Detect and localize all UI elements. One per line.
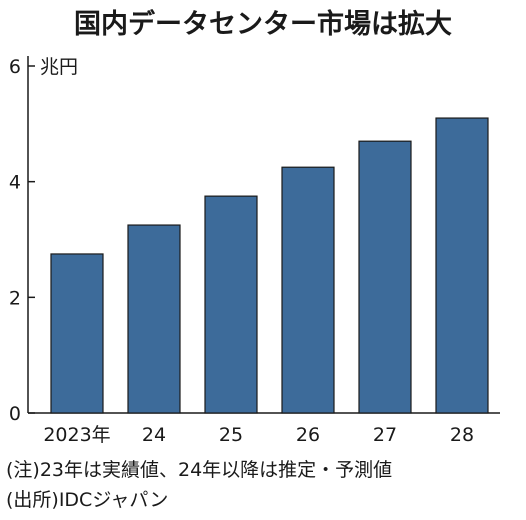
y-tick-label: 6	[9, 56, 21, 78]
x-tick-label: 26	[296, 424, 320, 446]
bar	[127, 224, 181, 414]
x-tick-label: 25	[219, 424, 243, 446]
axes	[27, 56, 500, 414]
bar	[435, 117, 489, 414]
x-tick-label: 28	[450, 424, 474, 446]
x-tick-label: 2023年	[43, 424, 110, 446]
chart-title: 国内データセンター市場は拡大	[74, 9, 452, 40]
bar	[281, 166, 335, 414]
x-tick-label: 24	[142, 424, 166, 446]
bar	[358, 140, 412, 414]
y-tick-label: 0	[9, 403, 21, 425]
bar	[204, 195, 258, 414]
y-unit-label: 兆円	[40, 56, 78, 78]
note-text: (注)23年は実績値、24年以降は推定・予測値	[6, 459, 393, 481]
source-text: (出所)IDCジャパン	[6, 489, 169, 511]
bar	[50, 253, 104, 414]
y-tick-label: 2	[9, 287, 21, 309]
y-tick-label: 4	[9, 172, 21, 194]
x-tick-label: 27	[373, 424, 397, 446]
bars	[50, 117, 489, 414]
